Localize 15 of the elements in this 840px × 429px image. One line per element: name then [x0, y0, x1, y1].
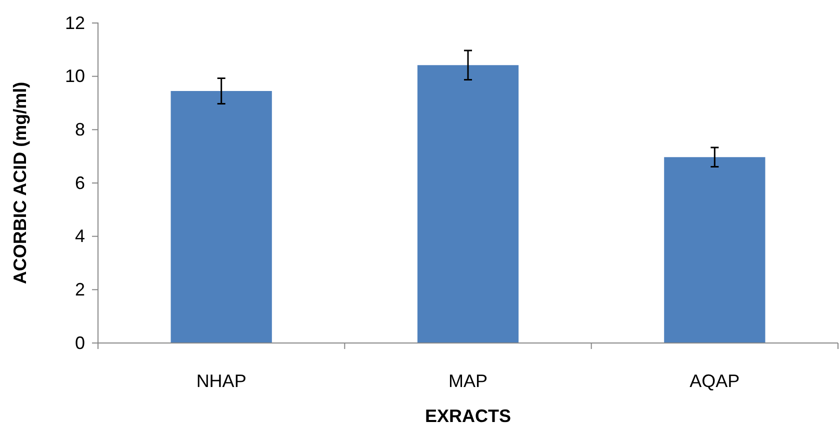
x-axis-title: EXRACTS: [424, 406, 512, 426]
y-tick-label: 8: [74, 119, 85, 140]
bar: [417, 65, 519, 343]
y-tick-label: 2: [74, 279, 85, 300]
y-tick-label: 0: [74, 332, 85, 353]
y-axis-title: ACORBIC ACID (mg/ml): [10, 82, 30, 284]
x-tick-label: AQAP: [690, 371, 740, 391]
x-tick-label: NHAP: [196, 371, 246, 391]
y-tick-label: 6: [74, 172, 85, 193]
bar: [664, 157, 766, 343]
y-tick-label: 4: [74, 226, 85, 246]
y-tick-label: 10: [64, 66, 85, 86]
y-tick-label: 12: [64, 12, 85, 33]
x-tick-label: MAP: [448, 371, 488, 391]
bar: [170, 91, 272, 343]
